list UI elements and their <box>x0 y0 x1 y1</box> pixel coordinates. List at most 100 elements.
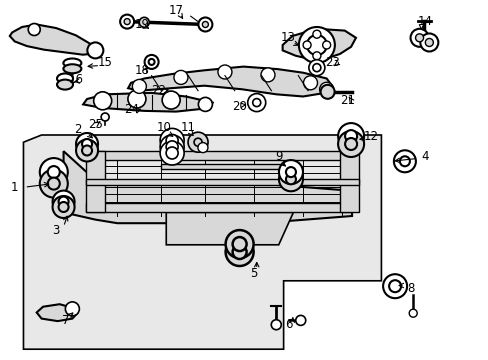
Ellipse shape <box>57 80 73 90</box>
Circle shape <box>40 170 68 198</box>
Circle shape <box>160 135 184 159</box>
Circle shape <box>76 133 98 155</box>
Text: 20: 20 <box>232 100 246 113</box>
Circle shape <box>202 22 208 27</box>
Circle shape <box>124 19 130 24</box>
Text: 25: 25 <box>88 118 102 131</box>
Circle shape <box>53 190 74 213</box>
Circle shape <box>393 150 415 172</box>
Circle shape <box>410 29 427 47</box>
Circle shape <box>76 139 98 162</box>
Text: 21: 21 <box>339 94 354 107</box>
Circle shape <box>345 138 356 150</box>
Circle shape <box>194 138 202 146</box>
Circle shape <box>198 143 207 153</box>
Circle shape <box>166 141 178 153</box>
Circle shape <box>48 177 60 190</box>
Polygon shape <box>37 304 77 321</box>
Ellipse shape <box>63 58 81 68</box>
Circle shape <box>166 134 178 147</box>
Text: 16: 16 <box>68 73 83 86</box>
Text: 5: 5 <box>250 267 258 280</box>
Circle shape <box>278 167 303 191</box>
Circle shape <box>278 160 303 184</box>
Circle shape <box>225 238 253 266</box>
Circle shape <box>139 17 149 27</box>
Circle shape <box>120 15 134 28</box>
Circle shape <box>225 230 253 258</box>
Circle shape <box>247 94 265 112</box>
Text: 7: 7 <box>62 314 70 327</box>
Circle shape <box>65 302 79 316</box>
Circle shape <box>87 42 103 58</box>
Circle shape <box>162 91 180 109</box>
Circle shape <box>101 113 109 121</box>
Polygon shape <box>128 67 332 96</box>
Circle shape <box>218 65 231 79</box>
Circle shape <box>160 141 184 165</box>
Text: 4: 4 <box>421 150 428 163</box>
Circle shape <box>40 158 68 186</box>
Circle shape <box>388 280 400 292</box>
Circle shape <box>271 320 281 330</box>
Circle shape <box>232 245 246 259</box>
Text: 9: 9 <box>274 150 282 163</box>
Polygon shape <box>63 151 351 223</box>
Circle shape <box>166 147 178 159</box>
Text: 3: 3 <box>52 224 60 237</box>
Circle shape <box>144 55 158 69</box>
Text: 18: 18 <box>134 64 149 77</box>
Text: 8: 8 <box>406 282 414 294</box>
Circle shape <box>306 35 326 55</box>
Circle shape <box>261 68 274 82</box>
Circle shape <box>53 196 74 218</box>
Circle shape <box>59 202 68 212</box>
Polygon shape <box>339 151 359 212</box>
Circle shape <box>320 85 334 99</box>
Circle shape <box>295 315 305 325</box>
Polygon shape <box>23 135 381 349</box>
Ellipse shape <box>57 73 73 84</box>
Circle shape <box>312 64 320 72</box>
Text: 23: 23 <box>325 57 339 69</box>
Circle shape <box>132 80 146 93</box>
Circle shape <box>382 274 407 298</box>
Circle shape <box>252 99 260 107</box>
Circle shape <box>285 174 295 184</box>
Circle shape <box>82 145 92 156</box>
Ellipse shape <box>63 64 81 73</box>
Circle shape <box>319 82 333 96</box>
Text: 10: 10 <box>156 121 171 134</box>
Circle shape <box>303 76 317 90</box>
Circle shape <box>345 130 356 142</box>
Circle shape <box>425 39 432 46</box>
Circle shape <box>303 41 310 49</box>
Circle shape <box>312 52 320 60</box>
Text: 22: 22 <box>151 84 166 96</box>
Circle shape <box>408 309 416 317</box>
Circle shape <box>232 237 246 251</box>
Circle shape <box>312 30 320 38</box>
Circle shape <box>59 197 68 207</box>
Circle shape <box>174 71 187 84</box>
Circle shape <box>94 92 111 110</box>
Circle shape <box>298 27 334 63</box>
Text: 12: 12 <box>364 130 378 143</box>
Polygon shape <box>85 203 351 212</box>
Circle shape <box>415 34 423 42</box>
Circle shape <box>82 139 92 149</box>
Circle shape <box>198 98 212 111</box>
Circle shape <box>285 167 295 177</box>
Text: 6: 6 <box>284 318 292 330</box>
Circle shape <box>148 59 154 65</box>
Circle shape <box>399 156 409 166</box>
Polygon shape <box>166 212 293 245</box>
Polygon shape <box>161 164 283 169</box>
Text: 1: 1 <box>11 181 19 194</box>
Circle shape <box>48 166 60 178</box>
Polygon shape <box>282 29 355 59</box>
Text: 11: 11 <box>181 121 195 134</box>
Polygon shape <box>10 24 98 55</box>
Text: 2: 2 <box>74 123 82 136</box>
Polygon shape <box>85 179 359 185</box>
